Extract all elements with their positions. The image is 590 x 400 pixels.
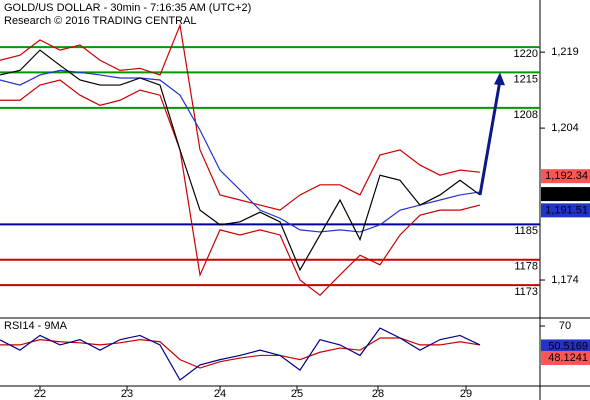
price-tag [541, 203, 590, 218]
x-tick-label: 22 [34, 388, 46, 400]
level-label: 1185 [514, 225, 538, 237]
chart-title: GOLD/US DOLLAR - 30min - 7:16:35 AM (UTC… [4, 2, 251, 14]
level-label: 1215 [514, 73, 538, 85]
series-line [0, 49, 481, 272]
level-label: 1178 [514, 261, 538, 273]
price-tag [541, 169, 590, 184]
y-tick-label: 1,219 [551, 46, 579, 58]
price-tag-label: 1,191.51 [545, 204, 588, 216]
forecast-arrow [478, 80, 502, 196]
y-tick-label: 1,204 [551, 122, 579, 134]
y-tick-label: 1,174 [551, 274, 579, 286]
level-label: 1220 [514, 48, 538, 60]
y-tick-label: 70 [559, 320, 571, 332]
x-tick-label: 23 [121, 388, 133, 400]
price-tag [541, 187, 590, 202]
price-tag-label: 48.1241 [548, 352, 588, 364]
series-line [0, 79, 481, 297]
x-tick-label: 29 [460, 388, 472, 400]
price-tag [541, 350, 590, 365]
series-line [0, 327, 481, 381]
price-tag-label: 50.5169 [548, 340, 588, 352]
rsi-title: RSI14 - 9MA [4, 320, 68, 332]
x-tick-label: 28 [372, 388, 384, 400]
chart-subtitle: Research © 2016 TRADING CENTRAL [4, 15, 197, 27]
price-tag-label: 1,192.34 [545, 170, 588, 182]
x-tick-label: 24 [214, 388, 226, 400]
level-label: 1173 [514, 286, 538, 298]
series-line [0, 69, 481, 233]
series-line [0, 23, 481, 211]
x-tick-label: 25 [291, 388, 303, 400]
forecast-arrowhead [494, 72, 505, 86]
price-tag [541, 339, 590, 354]
level-label: 1208 [514, 109, 538, 121]
price-tag-label: 1,191.76 [545, 188, 588, 200]
